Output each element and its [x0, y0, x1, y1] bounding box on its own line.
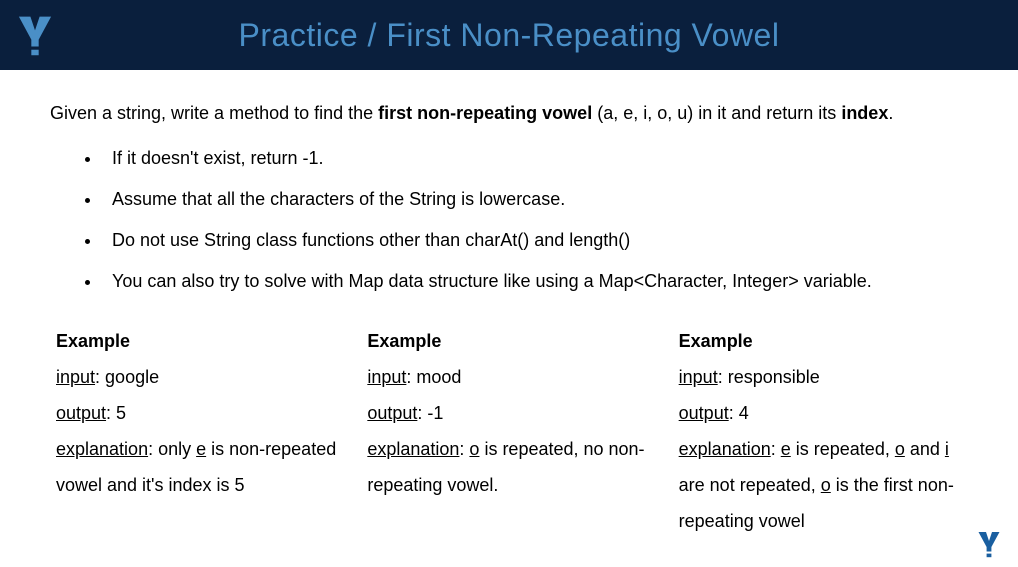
example-output: output: -1 — [367, 395, 650, 431]
corner-logo — [974, 529, 1004, 559]
example-title: Example — [56, 323, 339, 359]
constraints-list: If it doesn't exist, return -1. Assume t… — [50, 145, 968, 295]
example-title: Example — [679, 323, 962, 359]
slide-title: Practice / First Non-Repeating Vowel — [64, 17, 1012, 54]
bullet-item: Do not use String class functions other … — [102, 227, 968, 254]
header-logo — [6, 6, 64, 64]
examples-container: Example input: google output: 5 explanat… — [50, 323, 968, 539]
y-logo-icon — [12, 12, 58, 58]
bullet-item: If it doesn't exist, return -1. — [102, 145, 968, 172]
bullet-item: You can also try to solve with Map data … — [102, 268, 968, 295]
y-logo-icon — [974, 529, 1004, 559]
slide-header: Practice / First Non-Repeating Vowel — [0, 0, 1018, 70]
example-2: Example input: mood output: -1 explanati… — [367, 323, 650, 539]
intro-mid: (a, e, i, o, u) in it and return its — [592, 103, 841, 123]
intro-bold1: first non-repeating vowel — [378, 103, 592, 123]
example-input: input: responsible — [679, 359, 962, 395]
problem-statement: Given a string, write a method to find t… — [50, 100, 968, 127]
slide-content: Given a string, write a method to find t… — [0, 70, 1018, 539]
example-output: output: 5 — [56, 395, 339, 431]
bullet-item: Assume that all the characters of the St… — [102, 186, 968, 213]
intro-suffix: . — [888, 103, 893, 123]
example-explanation: explanation: e is repeated, o and i are … — [679, 431, 962, 539]
example-explanation: explanation: only e is non-repeated vowe… — [56, 431, 339, 503]
example-title: Example — [367, 323, 650, 359]
example-3: Example input: responsible output: 4 exp… — [679, 323, 962, 539]
example-output: output: 4 — [679, 395, 962, 431]
example-explanation: explanation: o is repeated, no non-repea… — [367, 431, 650, 503]
example-1: Example input: google output: 5 explanat… — [56, 323, 339, 539]
example-input: input: mood — [367, 359, 650, 395]
example-input: input: google — [56, 359, 339, 395]
intro-prefix: Given a string, write a method to find t… — [50, 103, 378, 123]
intro-bold2: index — [841, 103, 888, 123]
